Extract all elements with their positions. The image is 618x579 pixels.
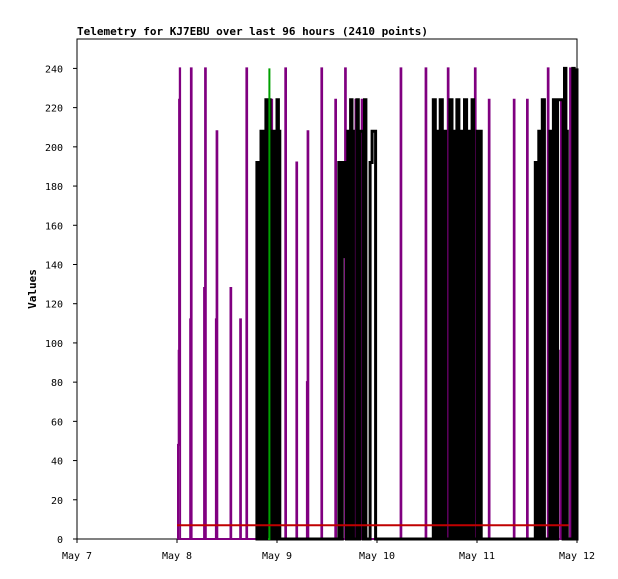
series-line-1 — [255, 66, 579, 541]
y-tick-label: 180 — [45, 182, 63, 193]
y-axis-ticks: 0 20 40 60 80 100 120 140 160 180 200 220 240 — [45, 64, 77, 546]
x-tick-label: May 10 — [359, 551, 395, 562]
y-tick-label: 60 — [51, 417, 63, 428]
x-tick-label: May 9 — [262, 551, 292, 562]
series-line-2 — [268, 68, 271, 540]
x-tick-label: May 12 — [559, 551, 595, 562]
series-layer — [177, 66, 579, 541]
chart-title: Telemetry for KJ7EBU over last 96 hours … — [77, 25, 428, 38]
y-tick-label: 220 — [45, 104, 63, 115]
y-tick-label: 200 — [45, 143, 63, 154]
y-axis-label: Values — [26, 269, 39, 309]
y-tick-label: 80 — [51, 378, 63, 389]
y-tick-label: 20 — [51, 496, 63, 507]
x-tick-label: May 11 — [459, 551, 495, 562]
y-tick-label: 120 — [45, 300, 63, 311]
y-tick-label: 0 — [57, 535, 63, 546]
y-tick-label: 140 — [45, 260, 63, 271]
y-tick-label: 160 — [45, 221, 63, 232]
y-tick-label: 240 — [45, 64, 63, 75]
plot-area — [76, 38, 578, 540]
y-tick-label: 40 — [51, 457, 63, 468]
x-tick-label: May 7 — [62, 551, 92, 562]
series-line-0 — [177, 67, 572, 540]
x-tick-label: May 8 — [162, 551, 192, 562]
y-tick-label: 100 — [45, 339, 63, 350]
x-axis-ticks: May 7 May 8 May 9 May 10 May 11 May 12 — [62, 539, 595, 562]
